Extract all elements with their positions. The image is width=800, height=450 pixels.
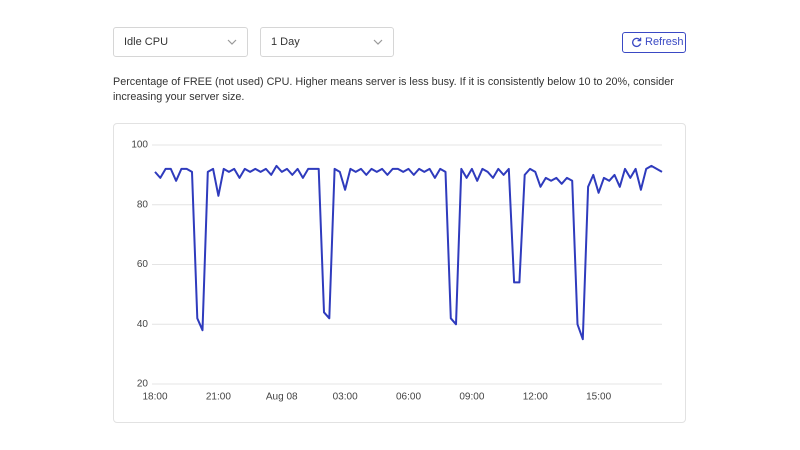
y-tick-label: 80 <box>137 199 149 210</box>
range-select-value: 1 Day <box>271 36 300 48</box>
refresh-icon <box>632 37 642 48</box>
x-tick-label: 03:00 <box>333 392 358 403</box>
x-tick-label: 15:00 <box>586 392 611 403</box>
y-tick-label: 100 <box>131 140 148 151</box>
chevron <box>373 39 383 45</box>
metric-select-value: Idle CPU <box>124 36 169 48</box>
refresh-label: Refresh <box>645 36 684 48</box>
refresh-button[interactable]: Refresh <box>622 32 686 53</box>
chart-card <box>113 123 686 423</box>
range-select[interactable]: 1 Day <box>260 27 394 57</box>
x-tick-label: 12:00 <box>523 392 548 403</box>
description: Percentage of FREE (not used) CPU. Highe… <box>113 76 674 103</box>
metric-select[interactable]: Idle CPU <box>113 27 248 57</box>
y-tick-label: 20 <box>137 379 149 390</box>
chevron <box>227 39 237 45</box>
cpu-line <box>154 164 663 341</box>
y-tick-label: 40 <box>137 319 149 330</box>
x-tick-label: Aug 08 <box>266 392 298 403</box>
x-tick-label: 09:00 <box>459 392 484 403</box>
y-tick-label: 60 <box>137 259 149 270</box>
x-tick-label: 06:00 <box>396 392 421 403</box>
x-tick-label: 21:00 <box>206 392 231 403</box>
x-tick-label: 18:00 <box>142 392 167 403</box>
